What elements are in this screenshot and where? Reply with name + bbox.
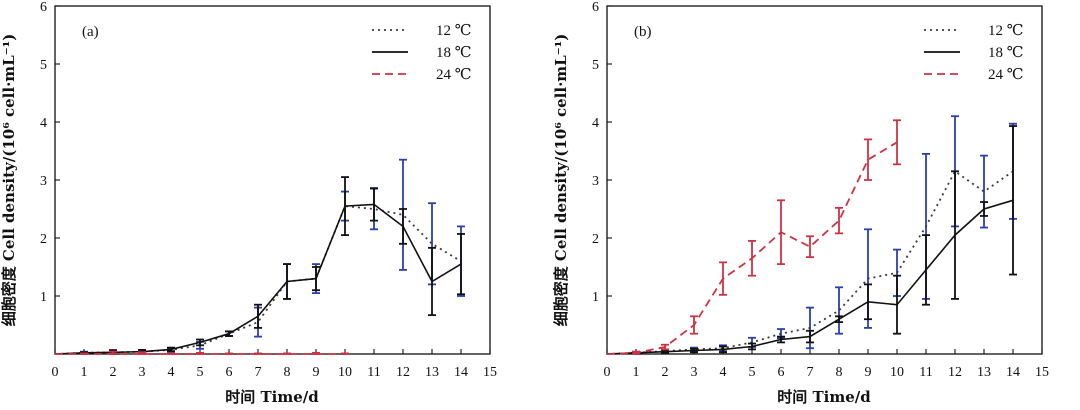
x-tick-label: 7 — [807, 365, 814, 380]
y-tick-label: 5 — [592, 58, 599, 73]
y-tick-label: 6 — [40, 0, 47, 15]
series-s18 — [606, 125, 1017, 355]
x-tick-label: 8 — [836, 365, 843, 380]
series-s24 — [606, 119, 901, 355]
series-s12 — [54, 158, 465, 355]
y-tick-label: 2 — [40, 232, 47, 247]
x-tick-label: 15 — [483, 365, 497, 380]
panel-label: (b) — [634, 24, 652, 40]
y-tick-label: 5 — [40, 58, 47, 73]
x-tick-label: 11 — [919, 365, 932, 380]
x-tick-label: 0 — [52, 365, 59, 380]
x-tick-label: 12 — [948, 365, 962, 380]
x-tick-label: 5 — [197, 365, 204, 380]
x-tick-label: 4 — [720, 365, 727, 380]
x-tick-label: 1 — [81, 365, 88, 380]
series-line-s24 — [606, 141, 898, 355]
series-layer — [54, 158, 465, 355]
legend: 12 ℃ 18 ℃ 24 ℃ — [372, 23, 472, 83]
x-tick-label: 11 — [367, 365, 380, 380]
x-tick-label: 12 — [396, 365, 410, 380]
x-tick-label: 6 — [226, 365, 233, 380]
x-tick-label: 14 — [1006, 365, 1020, 380]
series-s24 — [55, 350, 349, 355]
legend-label-s12: 12 ℃ — [988, 23, 1024, 39]
y-axis-title: 细胞密度 Cell density/(10⁶ cell·mL⁻¹) — [552, 34, 570, 327]
x-tick-label: 10 — [890, 365, 904, 380]
y-tick-label: 1 — [592, 290, 599, 305]
x-tick-label: 9 — [313, 365, 320, 380]
x-tick-label: 0 — [604, 365, 611, 380]
series-line-s18 — [54, 203, 462, 355]
x-tick-label: 2 — [110, 365, 117, 380]
x-axis-title: 时间 Time/d — [777, 388, 871, 406]
x-tick-label: 14 — [454, 365, 468, 380]
x-tick-label: 8 — [284, 365, 291, 380]
plot-frame — [606, 5, 1043, 355]
y-tick-label: 3 — [592, 174, 599, 189]
x-tick-label: 6 — [778, 365, 785, 380]
series-line-s18 — [606, 199, 1014, 355]
legend-label-s18: 18 ℃ — [988, 45, 1024, 61]
legend: 12 ℃ 18 ℃ 24 ℃ — [924, 23, 1024, 83]
plot-frame — [54, 5, 491, 355]
y-tick-label: 6 — [592, 0, 599, 15]
y-axis-title: 细胞密度 Cell density/(10⁶ cell·mL⁻¹) — [0, 34, 18, 327]
x-axis-title: 时间 Time/d — [225, 388, 319, 406]
x-tick-label: 13 — [977, 365, 991, 380]
y-tick-label: 1 — [40, 290, 47, 305]
panel-label: (a) — [82, 24, 99, 40]
y-tick-label: 3 — [40, 174, 47, 189]
legend-label-s12: 12 ℃ — [436, 23, 472, 39]
x-tick-label: 1 — [633, 365, 640, 380]
y-tick-label: 4 — [592, 116, 599, 131]
legend-label-s18: 18 ℃ — [436, 45, 472, 61]
legend-label-s24: 24 ℃ — [436, 67, 472, 83]
x-tick-label: 10 — [338, 365, 352, 380]
y-tick-label: 2 — [592, 232, 599, 247]
x-tick-label: 7 — [255, 365, 262, 380]
x-tick-label: 5 — [749, 365, 756, 380]
x-tick-label: 9 — [865, 365, 872, 380]
x-tick-label: 3 — [139, 365, 146, 380]
series-layer — [606, 115, 1017, 355]
x-tick-label: 13 — [425, 365, 439, 380]
x-tick-label: 15 — [1035, 365, 1049, 380]
x-tick-label: 4 — [168, 365, 175, 380]
x-tick-label: 3 — [691, 365, 698, 380]
y-tick-label: 4 — [40, 116, 47, 131]
series-s18 — [54, 176, 465, 355]
legend-label-s24: 24 ℃ — [988, 67, 1024, 83]
x-tick-label: 2 — [662, 365, 669, 380]
